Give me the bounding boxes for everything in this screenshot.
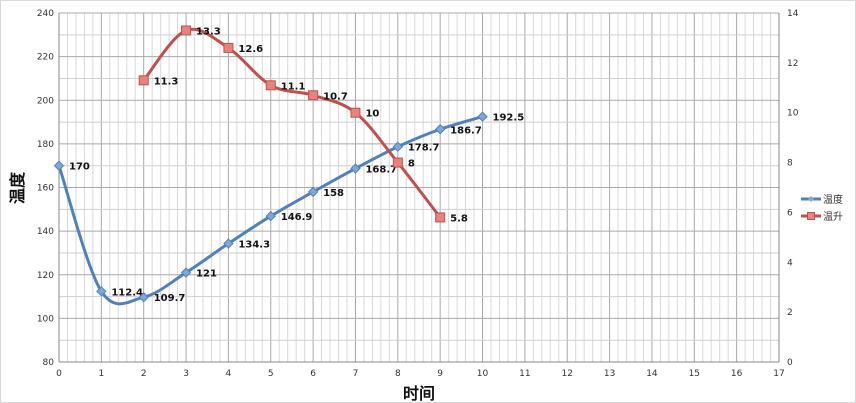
legend-label: 温升 (823, 211, 843, 223)
data-label: 134.3 (238, 240, 270, 251)
data-point-marker (265, 210, 276, 222)
data-label: 192.5 (493, 113, 525, 124)
x-tick-label: 11 (519, 369, 530, 379)
data-label: 121 (196, 269, 217, 280)
data-point-marker (308, 90, 319, 101)
data-point-marker (265, 80, 276, 91)
data-point-marker (223, 238, 234, 249)
x-tick-label: 17 (773, 369, 784, 379)
y2-tick-label: 10 (787, 109, 799, 119)
data-point-marker (96, 286, 107, 297)
data-point-marker (350, 163, 361, 174)
data-point-marker (350, 107, 361, 118)
data-label: 10 (365, 109, 379, 120)
y2-tick-label: 6 (787, 208, 793, 218)
data-point-marker (434, 124, 446, 135)
data-point-marker (53, 160, 65, 171)
x-tick-label: 13 (604, 369, 615, 379)
y2-tick-label: 2 (787, 308, 793, 318)
data-point-marker (307, 186, 319, 198)
x-tick-label: 2 (141, 369, 147, 379)
x-tick-label: 3 (183, 369, 189, 379)
y2-tick-label: 0 (787, 358, 793, 368)
series-line-2 (142, 27, 442, 219)
y-tick-label: 220 (37, 53, 54, 63)
legend-marker (808, 196, 814, 202)
x-tick-label: 0 (56, 369, 62, 379)
data-label: 12.6 (238, 44, 263, 55)
x-tick-label: 7 (353, 369, 359, 379)
y-tick-label: 200 (37, 96, 54, 106)
data-point-marker (180, 267, 192, 278)
y-axis-title: 温度 (8, 171, 27, 205)
y2-tick-label: 8 (787, 159, 793, 169)
y-tick-label: 140 (37, 227, 54, 237)
x-tick-label: 14 (646, 369, 658, 379)
data-point-marker (138, 292, 149, 303)
axes: 0 1 2 3 4 5 6 7 8 9 10 11 12 13 14 15 16 1780100120140160… (37, 9, 799, 379)
x-tick-label: 8 (395, 369, 401, 379)
data-point-marker (223, 42, 234, 53)
y-tick-label: 180 (37, 140, 54, 150)
data-point-marker (435, 212, 446, 223)
data-point-marker (138, 75, 149, 86)
data-label: 186.7 (450, 125, 482, 136)
x-tick-label: 6 (310, 369, 316, 379)
legend-marker (807, 212, 815, 220)
data-label: 146.9 (281, 212, 313, 223)
data-label: 11.3 (154, 76, 179, 87)
x-tick-label: 5 (268, 369, 274, 379)
y2-tick-label: 4 (787, 258, 793, 268)
y-tick-label: 120 (37, 271, 54, 281)
data-label: 178.7 (408, 143, 440, 154)
gridlines (58, 12, 780, 363)
data-label: 158 (323, 188, 344, 199)
x-tick-label: 12 (562, 369, 573, 379)
x-tick-label: 15 (689, 369, 700, 379)
data-label: 8 (408, 159, 415, 170)
data-label: 112.4 (111, 287, 143, 298)
series-line-1 (57, 115, 483, 306)
x-tick-label: 9 (437, 369, 443, 379)
legend-label: 温度 (823, 193, 843, 206)
y-tick-label: 100 (37, 314, 54, 324)
data-label: 109.7 (154, 293, 186, 304)
data-point-marker (477, 111, 488, 122)
y-tick-label: 80 (43, 358, 55, 368)
data-label: 170 (69, 162, 90, 173)
y2-tick-label: 12 (787, 59, 798, 69)
x-tick-label: 10 (477, 369, 489, 379)
y-tick-label: 240 (37, 9, 54, 19)
data-point-marker (392, 157, 403, 168)
data-point-marker (392, 141, 404, 152)
data-label: 168.7 (365, 165, 397, 176)
data-label: 5.8 (450, 213, 468, 224)
x-tick-label: 4 (226, 369, 232, 379)
data-label: 10.7 (323, 91, 348, 102)
x-axis-title: 时间 (403, 384, 435, 403)
x-tick-label: 16 (731, 369, 743, 379)
y-tick-label: 160 (37, 184, 54, 194)
data-label: 11.1 (281, 81, 306, 92)
series-layer: 170 112.4 109.7 121 134.3 146.9 158 168.7 178.7 1… (53, 25, 525, 306)
x-tick-label: 1 (98, 369, 104, 379)
y2-tick-label: 14 (787, 9, 799, 19)
data-point-marker (181, 25, 192, 36)
data-label: 13.3 (196, 26, 221, 37)
